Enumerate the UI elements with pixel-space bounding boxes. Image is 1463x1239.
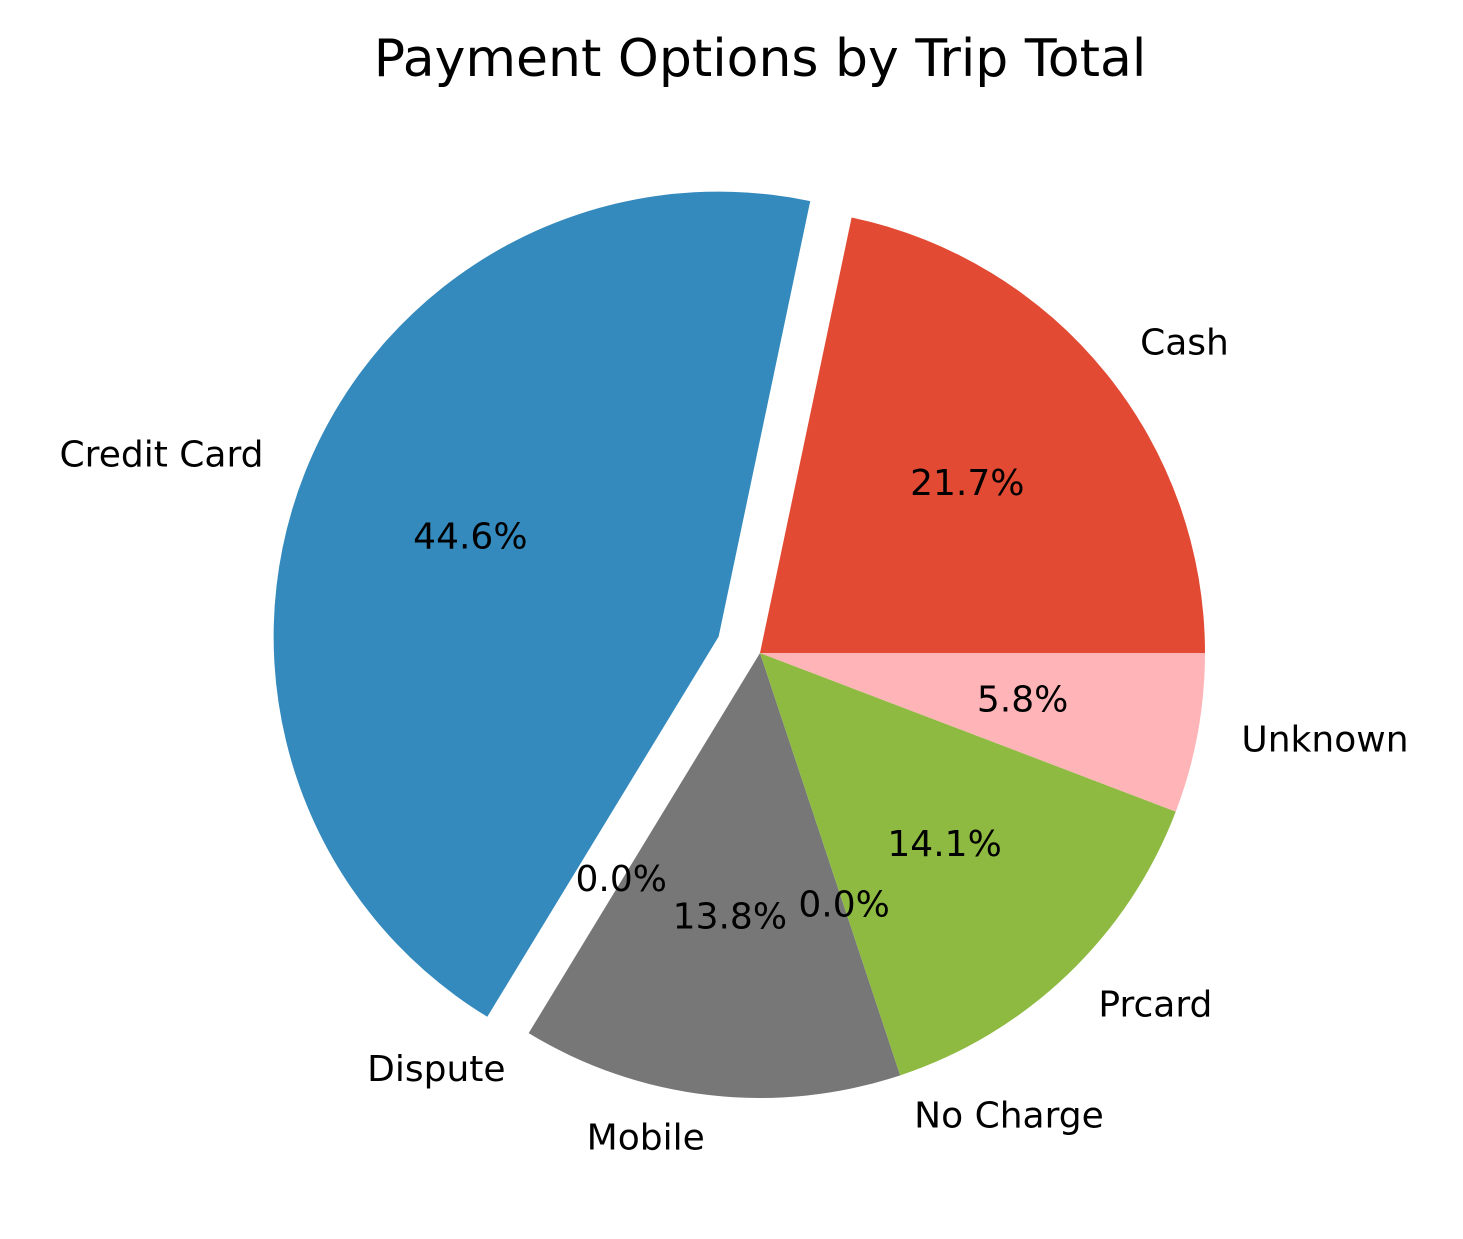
percent-label-dispute: 0.0% [575,859,666,900]
pie-slice-credit-card [273,191,811,1017]
pie-slice-prcard [760,653,1176,1076]
percent-label-prcard: 14.1% [887,824,1001,865]
slice-label-mobile: Mobile [587,1117,705,1158]
slice-label-no-charge: No Charge [914,1096,1104,1137]
slice-label-prcard: Prcard [1098,985,1212,1026]
percent-label-no-charge: 0.0% [798,884,889,925]
slice-label-unknown: Unknown [1241,720,1408,761]
pie-slice-mobile [528,653,901,1098]
percent-label-unknown: 5.8% [977,679,1068,720]
pie-slice-unknown [760,653,1205,812]
percent-label-mobile: 13.8% [673,896,787,937]
slice-label-credit-card: Credit Card [60,434,264,475]
percent-labels: 21.7%44.6%0.0%13.8% 0.0%14.1%5.8% [413,463,1068,938]
percent-label-credit-card: 44.6% [413,516,527,557]
pie-slice-cash [760,217,1205,653]
slice-labels: Cash Credit Card Dispute Mobile No Charge Prc… [60,323,1409,1159]
chart-title: Payment Options by Trip Total [374,29,1147,89]
pie-slices [273,191,1205,1098]
slice-label-cash: Cash [1140,323,1229,364]
percent-label-cash: 21.7% [910,463,1024,504]
slice-label-dispute: Dispute [367,1049,505,1090]
